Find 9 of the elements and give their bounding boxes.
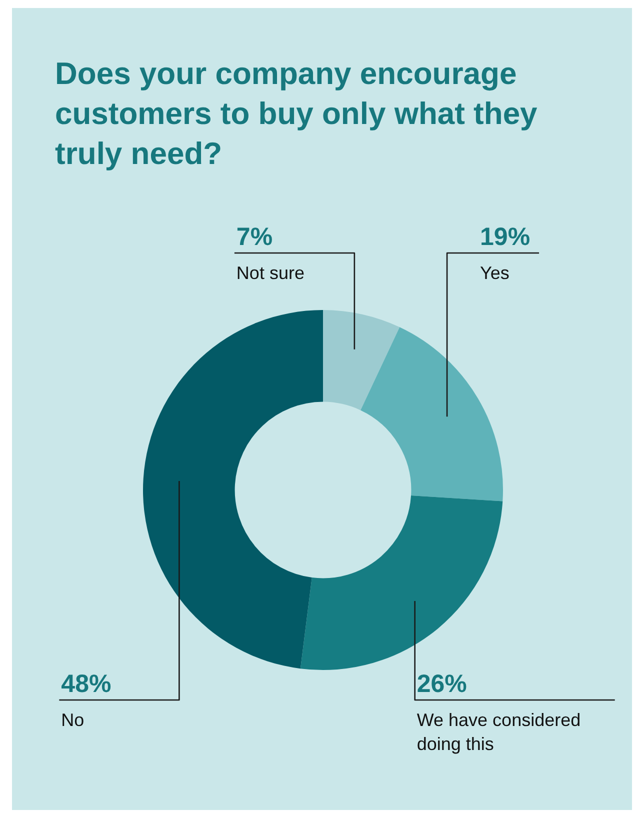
slice-label: Not sure — [236, 263, 304, 283]
slice-label: No — [61, 710, 84, 730]
chart-title: Does your company encourage customers to buy only what they truly need? — [55, 55, 538, 173]
data-label: 19% — [480, 223, 530, 251]
slice-label: Yes — [480, 263, 510, 283]
slice-label: We have considered doing this — [416, 710, 581, 754]
data-label: 26% — [416, 670, 467, 698]
data-label: 48% — [61, 670, 112, 698]
data-label: 7% — [236, 223, 273, 251]
